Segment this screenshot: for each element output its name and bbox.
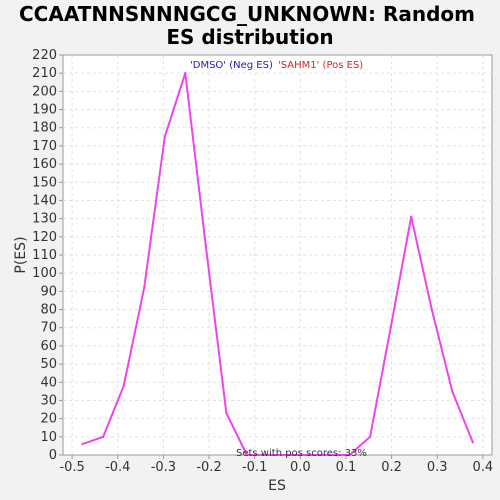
y-tick-label: 190	[32, 103, 57, 118]
data-point	[163, 135, 166, 139]
legend-entry-pos: 'SAHM1' (Pos ES)	[278, 60, 363, 71]
y-tick-label: 10	[40, 430, 57, 445]
y-axis-ticks: 0 10 20 30 40 50 60 70 80 90 100 110 120 130 140 150 160…	[32, 48, 63, 463]
x-axis-ticks: -0.5 -0.4 -0.3 -0.2 -0.1 0.0 0.1 0.2 0.3 0.4	[59, 455, 493, 475]
plot-area	[62, 54, 493, 456]
data-point	[266, 453, 269, 457]
y-tick-label: 170	[32, 139, 57, 154]
chart-title-line-2: ES distribution	[166, 25, 333, 49]
x-tick-label: 0.3	[427, 460, 448, 475]
y-tick-label: 100	[32, 266, 57, 281]
y-tick-label: 20	[40, 412, 57, 427]
legend-entry-neg: 'DMSO' (Neg ES)	[190, 60, 273, 71]
data-point	[122, 384, 125, 388]
y-tick-label: 80	[40, 303, 57, 318]
x-axis-label: ES	[268, 478, 286, 494]
x-tick-label: -0.1	[242, 460, 267, 475]
y-tick-label: 150	[32, 175, 57, 190]
x-tick-label: 0.1	[336, 460, 357, 475]
x-tick-label: -0.2	[196, 460, 221, 475]
y-tick-label: 180	[32, 121, 57, 136]
y-tick-label: 0	[49, 448, 57, 463]
grid-lines	[63, 55, 492, 455]
y-axis-label: P(ES)	[13, 236, 29, 273]
x-tick-label: 0.0	[290, 460, 311, 475]
data-point	[101, 435, 105, 439]
data-point	[204, 244, 208, 248]
data-point	[430, 308, 433, 311]
data-point	[184, 71, 187, 75]
x-tick-label: -0.3	[151, 460, 176, 475]
y-tick-label: 110	[32, 248, 57, 263]
y-tick-label: 60	[40, 339, 57, 354]
y-tick-label: 210	[32, 66, 57, 81]
data-point	[389, 326, 392, 329]
data-point	[410, 215, 413, 219]
y-tick-label: 220	[32, 48, 57, 63]
data-point	[327, 453, 331, 457]
data-point	[451, 390, 454, 393]
data-point	[286, 453, 290, 457]
y-tick-label: 30	[40, 393, 57, 408]
x-tick-label: 0.2	[381, 460, 402, 475]
data-point	[225, 411, 228, 415]
data-point	[368, 435, 372, 439]
series-layer	[81, 71, 475, 457]
y-tick-label: 200	[32, 84, 57, 99]
x-tick-label: -0.4	[105, 460, 130, 475]
y-tick-label: 120	[32, 230, 57, 245]
data-point	[245, 453, 249, 457]
y-tick-label: 130	[32, 212, 57, 227]
data-point	[81, 442, 84, 446]
x-tick-label: 0.4	[473, 460, 494, 475]
series-line	[82, 72, 474, 456]
y-tick-label: 70	[40, 321, 57, 336]
x-tick-label: -0.5	[59, 460, 84, 475]
data-point	[143, 286, 146, 289]
data-point	[471, 441, 475, 444]
y-tick-label: 90	[40, 284, 57, 299]
y-tick-label: 140	[32, 193, 57, 208]
y-tick-label: 50	[40, 357, 57, 372]
y-tick-label: 160	[32, 157, 57, 172]
y-tick-label: 40	[40, 375, 57, 390]
pos-scores-annotation: Sets with pos scores: 33%	[236, 448, 367, 459]
data-point	[348, 453, 351, 457]
chart-title-line-1: CCAATNNSNNNGCG_UNKNOWN: Random	[19, 2, 475, 26]
data-point	[307, 453, 310, 457]
